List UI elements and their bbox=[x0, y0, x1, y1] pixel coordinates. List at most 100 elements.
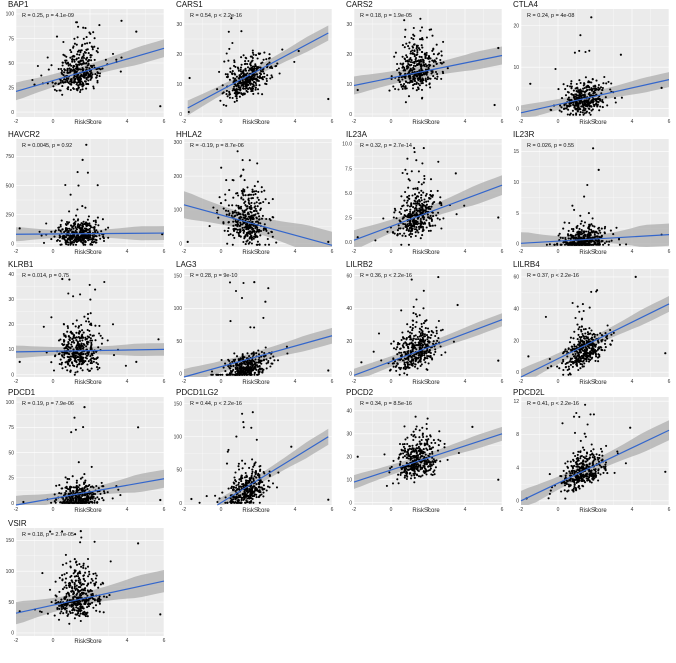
data-point bbox=[72, 76, 75, 79]
data-point bbox=[416, 51, 419, 54]
data-point bbox=[233, 85, 236, 88]
data-point bbox=[424, 77, 427, 80]
data-point bbox=[411, 232, 414, 236]
data-point bbox=[91, 354, 94, 357]
data-point bbox=[69, 88, 72, 92]
data-point bbox=[229, 70, 232, 73]
data-point bbox=[267, 287, 270, 290]
data-point bbox=[75, 214, 78, 217]
data-point bbox=[436, 189, 439, 192]
data-point bbox=[229, 233, 232, 236]
data-point bbox=[77, 344, 80, 347]
data-point bbox=[598, 229, 601, 232]
data-point bbox=[575, 113, 578, 116]
data-point bbox=[81, 62, 84, 65]
data-point bbox=[412, 362, 415, 365]
data-point bbox=[235, 75, 238, 78]
data-point bbox=[590, 357, 593, 360]
data-point bbox=[569, 348, 572, 351]
data-point bbox=[243, 93, 246, 96]
data-point bbox=[100, 230, 103, 233]
data-point bbox=[96, 79, 99, 82]
data-point bbox=[604, 332, 607, 335]
data-point bbox=[72, 235, 75, 238]
data-point bbox=[86, 222, 89, 225]
data-point bbox=[262, 200, 265, 204]
data-point bbox=[420, 50, 423, 54]
y-tick-label: 0 bbox=[11, 372, 14, 378]
data-point bbox=[223, 229, 226, 232]
data-point bbox=[96, 71, 99, 74]
data-point bbox=[413, 334, 416, 338]
data-point bbox=[434, 60, 437, 63]
data-point bbox=[75, 21, 78, 24]
data-point bbox=[88, 67, 91, 70]
x-axis-label: RiskScore bbox=[412, 380, 440, 386]
data-point bbox=[135, 360, 138, 363]
data-point bbox=[407, 62, 410, 66]
data-point bbox=[558, 367, 561, 370]
data-point bbox=[423, 53, 426, 56]
data-point bbox=[62, 81, 65, 84]
data-point bbox=[86, 48, 89, 51]
data-point bbox=[72, 295, 75, 298]
data-point bbox=[82, 223, 85, 226]
data-point bbox=[217, 216, 220, 219]
data-point bbox=[424, 79, 427, 82]
data-point bbox=[409, 56, 412, 60]
data-point bbox=[74, 226, 77, 229]
data-point bbox=[90, 324, 93, 327]
data-point bbox=[421, 216, 424, 219]
data-point bbox=[607, 243, 610, 246]
data-point bbox=[587, 333, 590, 336]
data-point bbox=[72, 224, 75, 228]
data-point bbox=[374, 239, 377, 242]
data-point bbox=[397, 67, 400, 70]
data-point bbox=[254, 88, 257, 91]
data-point bbox=[581, 365, 584, 368]
data-point bbox=[236, 373, 239, 376]
data-point bbox=[95, 366, 99, 369]
data-point bbox=[418, 74, 421, 77]
data-point bbox=[413, 199, 416, 202]
data-point bbox=[218, 70, 221, 73]
panel-title: IL23A bbox=[346, 130, 367, 139]
data-point bbox=[405, 65, 408, 68]
data-point bbox=[72, 227, 75, 230]
data-point bbox=[415, 357, 418, 360]
y-tick-label: 5 bbox=[516, 211, 519, 217]
data-point bbox=[240, 368, 243, 371]
data-point bbox=[557, 88, 560, 91]
data-point bbox=[408, 64, 412, 67]
data-point bbox=[422, 289, 425, 292]
data-point bbox=[404, 28, 407, 31]
data-point bbox=[73, 60, 76, 63]
x-tick-label: -2 bbox=[352, 379, 357, 385]
data-point bbox=[78, 226, 81, 229]
data-point bbox=[427, 355, 430, 358]
data-point bbox=[263, 227, 267, 230]
data-point bbox=[71, 241, 74, 244]
data-point bbox=[261, 370, 264, 373]
x-tick-label: 0 bbox=[52, 249, 55, 255]
data-point bbox=[281, 48, 284, 51]
data-point bbox=[84, 74, 87, 77]
data-point bbox=[416, 187, 419, 190]
data-point bbox=[578, 335, 581, 339]
y-tick-label: 0 bbox=[516, 106, 519, 112]
data-point bbox=[186, 240, 189, 243]
y-tick-label: 500 bbox=[6, 183, 15, 189]
data-point bbox=[276, 62, 279, 65]
data-point bbox=[418, 84, 421, 87]
data-point bbox=[585, 239, 588, 242]
data-point bbox=[232, 76, 235, 80]
data-point bbox=[226, 73, 229, 76]
data-point bbox=[404, 341, 407, 344]
data-point bbox=[246, 373, 249, 376]
data-point bbox=[225, 179, 228, 182]
data-point bbox=[576, 231, 579, 234]
data-point bbox=[573, 51, 576, 54]
data-point bbox=[243, 179, 246, 182]
data-point bbox=[33, 83, 36, 86]
